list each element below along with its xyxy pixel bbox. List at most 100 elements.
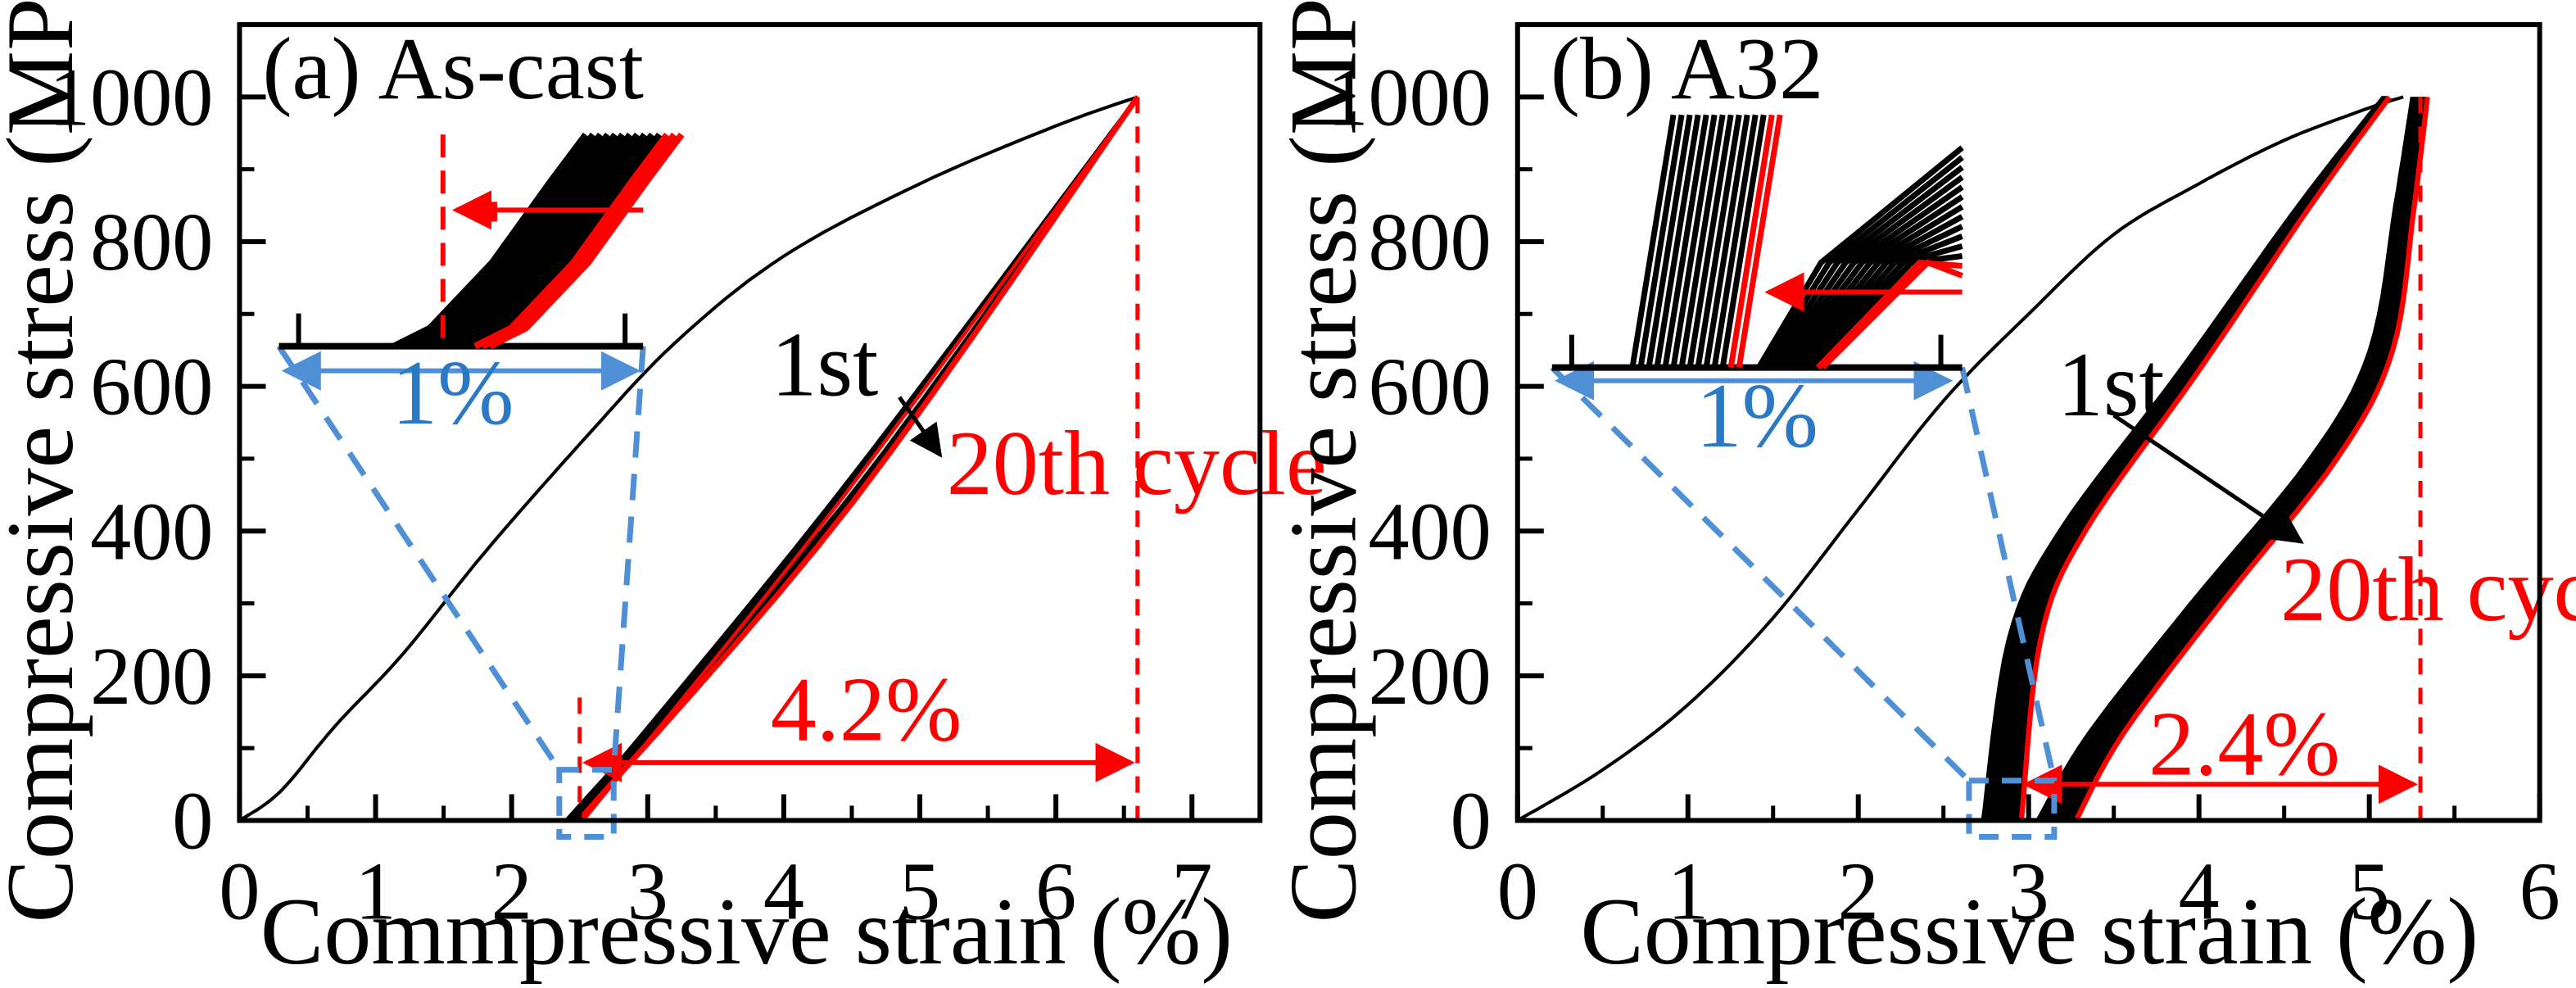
- a-recoverable-strain-label: 4.2%: [771, 659, 962, 760]
- a-x-tick-label: 1: [355, 846, 396, 937]
- b-inset-unloading-curve: [1771, 174, 1964, 369]
- a-inset-curve: [488, 132, 685, 350]
- b-inset-loading-curve: [1654, 114, 1701, 369]
- a-x-tick-label: 6: [1035, 846, 1076, 937]
- a-inset-curve: [428, 132, 626, 350]
- a-series-cycle-unload: [582, 96, 1139, 822]
- b-axes: 0 1 2 3 4 5 6 0 200 400 600 800 1000: [1327, 22, 2560, 937]
- a-inset-curve: [392, 132, 589, 350]
- a-inset-curve: [481, 132, 677, 350]
- b-inset-unloading-curve: [1800, 233, 1963, 369]
- a-plot-frame: [237, 22, 1263, 823]
- a-inset-curve: [414, 132, 611, 350]
- b-inset-loading-curve: [1686, 114, 1734, 369]
- b-last-cycle-label: 20th cycle: [2280, 539, 2576, 641]
- a-x-tick-label: 5: [899, 846, 940, 937]
- a-inset-curve: [459, 132, 655, 350]
- b-inset-loading-curve: [1637, 114, 1685, 369]
- a-inset-curve: [421, 132, 618, 350]
- a-y-tick-label: 400: [90, 486, 213, 577]
- b-x-axis-label: Compressive strain (%): [1580, 879, 2479, 985]
- a-inset-curve: [466, 132, 663, 350]
- a-inset-curve: [473, 132, 670, 350]
- b-x-tick-label: 4: [2179, 846, 2220, 937]
- b-inset-unloading-curve: [1815, 259, 1963, 370]
- a-y-tick-label: 1000: [49, 52, 213, 143]
- b-inset-unloading-curve: [1766, 165, 1964, 369]
- b-y-axis-label: Compressive stress (MPa): [1270, 0, 1376, 923]
- b-inset-loading-curve: [1727, 114, 1775, 369]
- a-axes: 0 1 2 3 4 5 6 7 0 200 400 600 800 1000: [49, 22, 1263, 937]
- b-inset: [1551, 114, 1964, 371]
- b-cycle-pointer-arrow: [2112, 413, 2304, 544]
- a-inset: [278, 132, 685, 350]
- b-inset-unloading-curve: [1805, 243, 1963, 370]
- b-x-tick-label: 6: [2519, 846, 2560, 937]
- b-x-tick-label: 3: [2008, 846, 2049, 937]
- a-y-axis-label: Compressive stress (MPa): [0, 0, 93, 923]
- panel-b: 1st 20th cycle 2.4% 1% 0 1 2 3 4 5 6 0 200 400 600…: [1270, 0, 2576, 985]
- b-series-cycle-unload: [2073, 96, 2430, 822]
- a-zoom-box: [556, 767, 617, 841]
- a-last-cycle-label: 20th cycle: [947, 413, 1327, 514]
- a-inset-curve: [406, 132, 604, 350]
- a-x-tick-label: 3: [627, 846, 668, 937]
- b-inset-loading-curve: [1703, 114, 1750, 369]
- b-inset-unloading-curve: [1781, 194, 1964, 369]
- b-zoom-box: [1966, 777, 2058, 841]
- b-x-tick-label: 2: [1838, 846, 1879, 937]
- a-first-cycle-label: 1st: [771, 315, 878, 416]
- panel-a: 1st 20th cycle 4.2% 1% 0 1 2 3 4 5 6 7 0 200 400 60…: [0, 0, 1327, 985]
- a-inset-curve: [444, 132, 641, 350]
- a-y-tick-label: 600: [90, 342, 213, 433]
- b-x-tick-label: 5: [2349, 846, 2390, 937]
- b-series-first-loading: [1516, 95, 2404, 823]
- b-y-tick-label: 400: [1369, 486, 1492, 577]
- a-x-tick-label: 4: [763, 846, 804, 937]
- a-panel-label: (a) As-cast: [262, 20, 643, 118]
- b-x-tick-label: 0: [1497, 846, 1538, 937]
- b-inset-loading-curve: [1662, 114, 1709, 369]
- a-inset-scale-label: 1%: [392, 342, 514, 444]
- b-inset-loading-curve: [1719, 114, 1767, 369]
- b-y-tick-label: 0: [1451, 776, 1492, 867]
- b-x-tick-label: 1: [1668, 846, 1709, 937]
- a-curves: [238, 95, 1140, 841]
- b-inset-loading-curve: [1736, 114, 1783, 369]
- a-x-tick-label: 2: [491, 846, 532, 937]
- a-y-tick-label: 800: [90, 197, 213, 288]
- a-annotations: 1st 20th cycle 4.2% 1%: [392, 315, 1327, 761]
- a-series-first-loading: [238, 95, 1139, 823]
- b-first-cycle-label: 1st: [2058, 334, 2165, 436]
- a-inset-red-marker: [473, 202, 497, 222]
- a-inset-curve: [399, 132, 596, 350]
- b-inset-loading-curve: [1695, 114, 1742, 369]
- b-y-tick-label: 600: [1369, 342, 1492, 433]
- b-inset-loading-curve: [1678, 114, 1726, 369]
- b-inset-scale-label: 1%: [1695, 365, 1818, 467]
- a-zoom-line-right: [610, 346, 646, 770]
- b-y-tick-label: 1000: [1327, 52, 1491, 143]
- a-cycle-pointer-arrow: [898, 396, 943, 458]
- a-x-tick-label: 0: [219, 846, 260, 937]
- b-inset-unloading-curve: [1791, 214, 1964, 369]
- a-x-tick-label: 7: [1171, 846, 1212, 937]
- a-x-axis-label: Commpressive strain (%): [260, 879, 1233, 985]
- b-inset-unloading-curve: [1776, 184, 1964, 369]
- b-series-cycle-load: [2018, 95, 2392, 821]
- b-inset-unloading-curve: [1761, 155, 1964, 369]
- a-inset-curve: [437, 132, 633, 350]
- b-inset-loading-curve: [1711, 114, 1759, 369]
- a-y-tick-label: 200: [90, 631, 213, 722]
- a-inset-curve: [451, 132, 648, 350]
- b-inset-unloading-curve: [1786, 204, 1964, 369]
- b-panel-label: (b) A32: [1551, 20, 1823, 118]
- b-y-tick-label: 200: [1369, 631, 1492, 722]
- b-zoom-line-right: [1959, 366, 2058, 782]
- b-annotations: 1st 20th cycle 2.4% 1%: [1695, 334, 2576, 795]
- b-zoom-line-left: [1550, 365, 1972, 783]
- b-inset-unloading-curve: [1810, 252, 1963, 370]
- b-inset-loading-curve: [1629, 114, 1677, 369]
